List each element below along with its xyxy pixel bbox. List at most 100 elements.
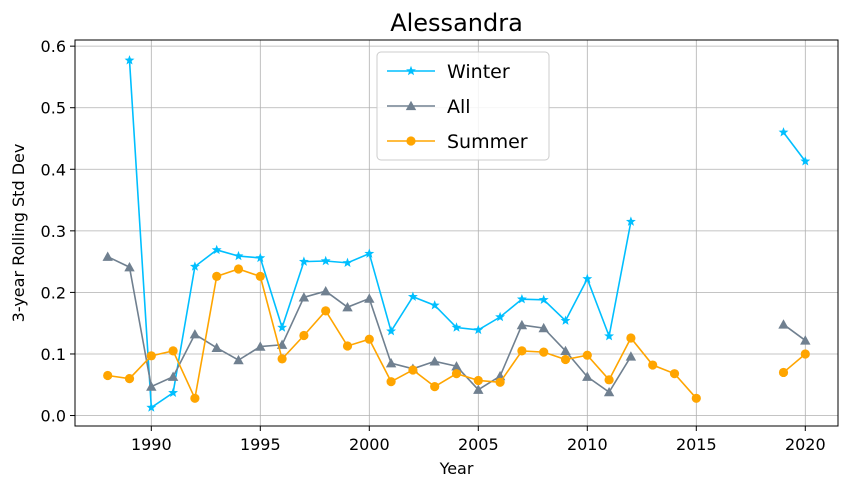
y-tick-label: 0.2: [41, 283, 66, 302]
series-winter-line: [128, 60, 632, 409]
x-tick-label: 2010: [567, 435, 608, 454]
series-all-point: [560, 345, 571, 356]
series-summer-point: [517, 346, 527, 356]
series-all-point: [538, 322, 549, 333]
series-all-point: [255, 341, 266, 351]
series-winter-point: [625, 216, 636, 226]
legend: Winter All Summer: [376, 51, 550, 161]
legend-box: [376, 51, 550, 161]
legend-marker-all: [405, 100, 417, 111]
series-summer-point: [103, 370, 113, 381]
series-all-point: [167, 371, 179, 381]
series-all-point: [778, 319, 789, 329]
legend-item-all: All: [387, 96, 471, 118]
series-winter-point: [233, 250, 244, 261]
y-tick-label: 0.4: [41, 160, 66, 179]
series-summer-point: [386, 377, 396, 387]
series-winter-point: [211, 244, 222, 255]
series-all-point: [102, 251, 113, 261]
chart-title: Alessandra: [390, 9, 523, 37]
series-winter-point: [320, 255, 331, 266]
series-summer-point: [582, 350, 592, 360]
series-summer-point: [342, 341, 353, 351]
series-all-point: [582, 371, 593, 381]
series-all-point: [189, 329, 201, 339]
series-all-point: [342, 301, 353, 312]
series-summer-point: [190, 393, 200, 403]
x-axis-label: Year: [439, 459, 474, 478]
x-tick-label: 2000: [349, 435, 390, 454]
legend-item-summer: Summer: [387, 131, 528, 153]
series-summer-point: [648, 360, 658, 370]
series-all-point: [451, 361, 462, 371]
series-all-point: [364, 293, 375, 303]
series-summer-point: [560, 354, 571, 365]
legend-marker-winter: [406, 65, 416, 76]
series-summer-line: [782, 353, 806, 374]
series-winter-point: [516, 293, 527, 304]
series-all-point: [320, 285, 331, 296]
series-winter-point: [124, 55, 135, 65]
series-all-point: [298, 292, 310, 302]
series-winter-point: [495, 311, 506, 322]
x-tick-label: 2015: [676, 435, 717, 454]
x-tick-label: 2020: [785, 435, 826, 454]
series-summer-point: [669, 369, 680, 379]
series-summer-point: [321, 306, 331, 316]
series-all-point: [625, 351, 637, 361]
series-all: [102, 251, 811, 397]
series-winter-point: [429, 300, 440, 310]
series-all-point: [124, 261, 135, 272]
y-tick-label: 0.0: [41, 407, 66, 426]
y-axis-ticks: 0.0 0.1 0.2 0.3 0.4 0.5 0.6: [41, 37, 75, 426]
series-winter-point: [473, 324, 484, 335]
series-all-point: [473, 384, 484, 394]
series-all-point: [385, 358, 397, 368]
series-summer-point: [430, 381, 440, 392]
series-winter-point: [146, 402, 157, 412]
series-summer-point: [233, 264, 244, 274]
series-summer-point: [299, 330, 309, 341]
series-all-point: [146, 381, 157, 391]
series-all-point: [603, 386, 615, 397]
series-summer-point: [473, 375, 483, 386]
series-summer-line: [107, 268, 697, 401]
legend-label-all: All: [447, 96, 471, 118]
series-summer-point: [539, 347, 549, 357]
series-summer-point: [277, 354, 287, 364]
series-winter-point: [560, 315, 571, 325]
series-all-point: [211, 342, 222, 352]
series-all-point: [233, 354, 244, 365]
series-winter-point: [277, 322, 288, 332]
series-winter: [124, 55, 811, 412]
x-tick-label: 1990: [131, 435, 172, 454]
series-winter-point: [189, 261, 200, 271]
legend-label-summer: Summer: [447, 131, 528, 153]
series-summer-point: [626, 333, 636, 343]
series-winter-point: [168, 387, 179, 397]
series-winter-point: [364, 248, 375, 258]
legend-item-winter: Winter: [387, 61, 510, 83]
y-tick-label: 0.5: [41, 99, 66, 118]
series-winter-point: [342, 257, 353, 268]
series-winter-point: [298, 256, 309, 266]
series-winter-point: [582, 273, 593, 284]
series-winter-point: [255, 252, 266, 263]
legend-label-winter: Winter: [447, 61, 510, 83]
series-summer-point: [212, 271, 222, 282]
series-summer-point: [364, 334, 374, 344]
y-axis-label: 3-year Rolling Std Dev: [9, 144, 28, 323]
series-summer-point: [255, 271, 265, 282]
series-winter-point: [538, 294, 549, 304]
series-summer-point: [800, 349, 810, 359]
series-winter-line: [782, 131, 806, 162]
series-winter-point: [407, 291, 418, 301]
x-tick-label: 1995: [240, 435, 281, 454]
plot-frame: [74, 39, 839, 427]
series-all-point: [429, 356, 440, 366]
series-summer-point: [495, 377, 505, 387]
y-tick-label: 0.6: [41, 37, 66, 56]
series-summer-point: [408, 365, 418, 375]
series-winter-point: [800, 156, 811, 166]
